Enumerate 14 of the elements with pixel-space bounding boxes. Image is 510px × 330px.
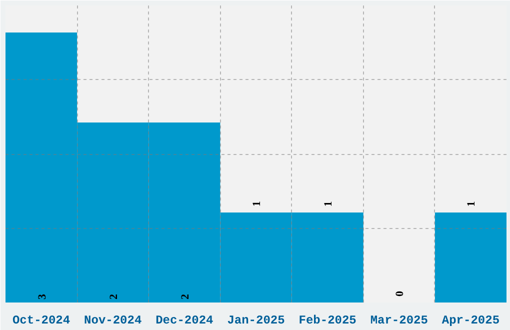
- x-tick-label: Oct-2024: [12, 314, 70, 328]
- x-tick-label: Nov-2024: [84, 314, 142, 328]
- data-label: 0: [394, 290, 406, 297]
- x-tick-label: Mar-2025: [370, 314, 428, 328]
- x-tick-label: Jan-2025: [227, 314, 285, 328]
- data-label: 3: [36, 294, 48, 300]
- data-label: 1: [322, 201, 335, 207]
- data-label: 2: [179, 294, 192, 300]
- data-label: 2: [108, 294, 120, 300]
- x-tick-label: Dec-2024: [156, 314, 214, 328]
- data-label: 1: [251, 201, 263, 207]
- x-tick-label: Apr-2025: [442, 314, 500, 328]
- data-label: 1: [466, 201, 478, 207]
- x-tick-label: Feb-2025: [298, 314, 356, 328]
